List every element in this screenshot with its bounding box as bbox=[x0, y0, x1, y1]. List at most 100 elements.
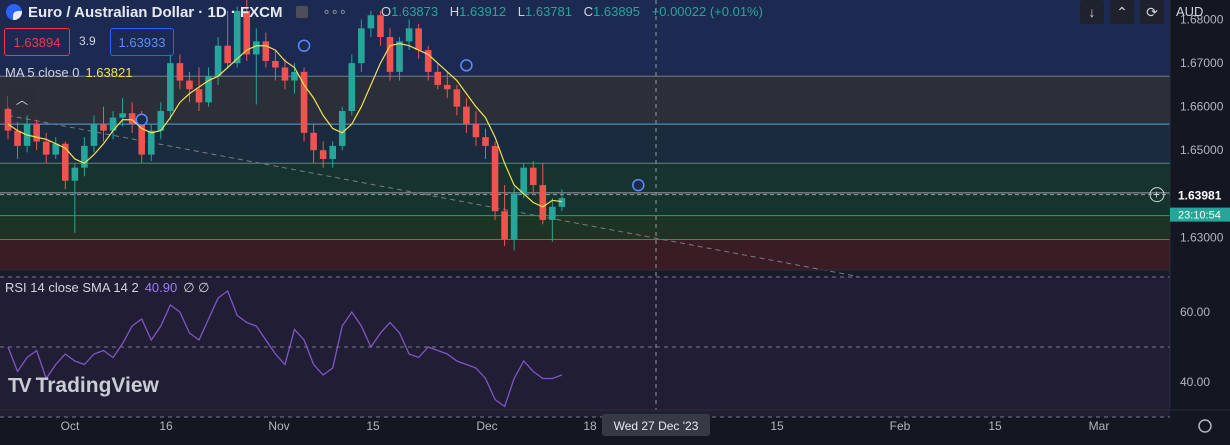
candle bbox=[539, 163, 547, 225]
candle-body bbox=[415, 28, 422, 51]
candle bbox=[300, 67, 308, 142]
rsi-tick-label: 60.00 bbox=[1180, 305, 1210, 319]
event-markers bbox=[135, 39, 645, 192]
candle-body bbox=[62, 143, 69, 181]
candle bbox=[472, 111, 480, 146]
price-axis-background bbox=[1170, 0, 1230, 445]
candle-body bbox=[262, 41, 270, 61]
price-tick-label: 1.68000 bbox=[1180, 13, 1224, 27]
candle-body bbox=[71, 167, 79, 181]
candle-body bbox=[310, 132, 317, 151]
candle-body bbox=[453, 89, 461, 107]
tradingview-logo[interactable]: TV TradingView bbox=[8, 374, 159, 398]
time-tick-label: Oct bbox=[61, 419, 80, 433]
candle bbox=[319, 141, 327, 168]
candle-body bbox=[558, 198, 566, 207]
zone-band bbox=[0, 0, 1170, 77]
collapse-icon: ⌃ bbox=[1116, 3, 1128, 20]
candle bbox=[281, 58, 289, 90]
candle-body bbox=[367, 15, 375, 29]
add-alert-icon[interactable] bbox=[1149, 187, 1165, 203]
time-tick-label: 15 bbox=[988, 419, 1002, 433]
candle bbox=[396, 37, 403, 81]
rsi-legend-label: RSI 14 close SMA 14 2 bbox=[5, 280, 139, 295]
reset-button[interactable]: ⟳ bbox=[1140, 0, 1164, 24]
candle bbox=[377, 10, 384, 46]
candle-body bbox=[253, 41, 260, 55]
rsi-legend[interactable]: RSI 14 close SMA 14 2 40.90 ∅ ∅ bbox=[5, 280, 210, 296]
zone-band bbox=[0, 163, 1170, 216]
candle bbox=[482, 128, 489, 159]
countdown-background bbox=[1170, 207, 1230, 222]
chevron-up-icon: ︿ bbox=[15, 92, 28, 107]
price-tick-label: 1.65000 bbox=[1180, 143, 1224, 157]
rsi-pane bbox=[0, 269, 1170, 418]
candle bbox=[501, 185, 508, 247]
currency-label[interactable]: AUD bbox=[1176, 4, 1204, 19]
scroll-down-button[interactable]: ↓ bbox=[1080, 0, 1104, 24]
time-tick-label: Mar bbox=[1089, 419, 1110, 433]
candle-body bbox=[434, 71, 442, 85]
more-button[interactable]: ∘∘∘ bbox=[322, 4, 347, 19]
collapse-pane-button[interactable]: ⌃ bbox=[1110, 0, 1134, 24]
ma-legend[interactable]: MA 5 close 0 1.63821 bbox=[5, 65, 132, 80]
sell-button[interactable]: 1.63894 bbox=[4, 28, 70, 56]
low-value: 1.63781 bbox=[525, 4, 572, 19]
candle-body bbox=[281, 67, 289, 81]
candle bbox=[358, 19, 365, 72]
event-marker[interactable] bbox=[460, 59, 473, 72]
candle bbox=[52, 137, 60, 159]
candle bbox=[424, 45, 432, 81]
candle-body bbox=[520, 167, 527, 194]
price-axis: 1.68000 1.67000 1.66000 1.65000 1.63000 + 1.63… bbox=[1149, 0, 1230, 445]
ma-series bbox=[7, 42, 562, 208]
change-value: +0.00022 (+0.01%) bbox=[651, 4, 763, 19]
candle bbox=[128, 102, 136, 133]
candle bbox=[14, 121, 21, 159]
candle bbox=[529, 161, 537, 194]
settings-gear-icon[interactable] bbox=[1198, 419, 1212, 433]
candle bbox=[558, 189, 566, 212]
buy-button[interactable]: 1.63933 bbox=[110, 28, 174, 56]
flag-icon bbox=[6, 4, 22, 20]
candle-body bbox=[42, 141, 50, 155]
candle bbox=[205, 67, 212, 107]
rsi-tick-label: 40.00 bbox=[1180, 375, 1210, 389]
horizontal-levels bbox=[0, 0, 1170, 410]
candle bbox=[253, 28, 260, 105]
candle bbox=[81, 137, 88, 177]
candle-body bbox=[491, 145, 499, 212]
candle-body bbox=[501, 211, 508, 240]
candle bbox=[386, 28, 394, 81]
price-tick-label: 1.63000 bbox=[1180, 230, 1224, 244]
candle-body bbox=[329, 145, 336, 159]
close-label: C bbox=[583, 4, 594, 19]
time-tick-label: Feb bbox=[890, 419, 911, 433]
candle bbox=[272, 50, 279, 81]
candle-body bbox=[167, 63, 174, 112]
rsi-legend-extra: ∅ ∅ bbox=[183, 280, 210, 295]
hide-icon[interactable] bbox=[296, 6, 309, 18]
event-marker[interactable] bbox=[135, 113, 148, 127]
ma-legend-value: 1.63821 bbox=[85, 65, 133, 80]
open-value: 1.63873 bbox=[391, 4, 439, 19]
candle-body bbox=[539, 185, 547, 220]
event-marker[interactable] bbox=[632, 178, 645, 192]
candle bbox=[510, 187, 518, 251]
candle-body bbox=[109, 117, 117, 131]
symbol-header[interactable]: Euro / Australian Dollar · 1D · FXCM ∘∘∘ bbox=[0, 0, 347, 24]
event-marker[interactable] bbox=[297, 39, 311, 52]
ohlc-readout: O1.63873 H1.63912 L1.63781 C1.63895 +0.0… bbox=[381, 4, 771, 19]
candle-body bbox=[138, 124, 145, 155]
collapse-legend-button[interactable]: ︿ bbox=[8, 89, 36, 109]
time-tick-label: 16 bbox=[159, 419, 173, 433]
candle bbox=[90, 115, 98, 153]
crosshair-date-box bbox=[602, 414, 710, 436]
candle-body bbox=[33, 124, 40, 142]
candle-body bbox=[176, 63, 184, 81]
symbol-title[interactable]: Euro / Australian Dollar · 1D · FXCM bbox=[28, 3, 283, 21]
candle-body bbox=[90, 124, 98, 146]
candle-body bbox=[463, 106, 470, 125]
refresh-icon: ⟳ bbox=[1146, 3, 1158, 20]
